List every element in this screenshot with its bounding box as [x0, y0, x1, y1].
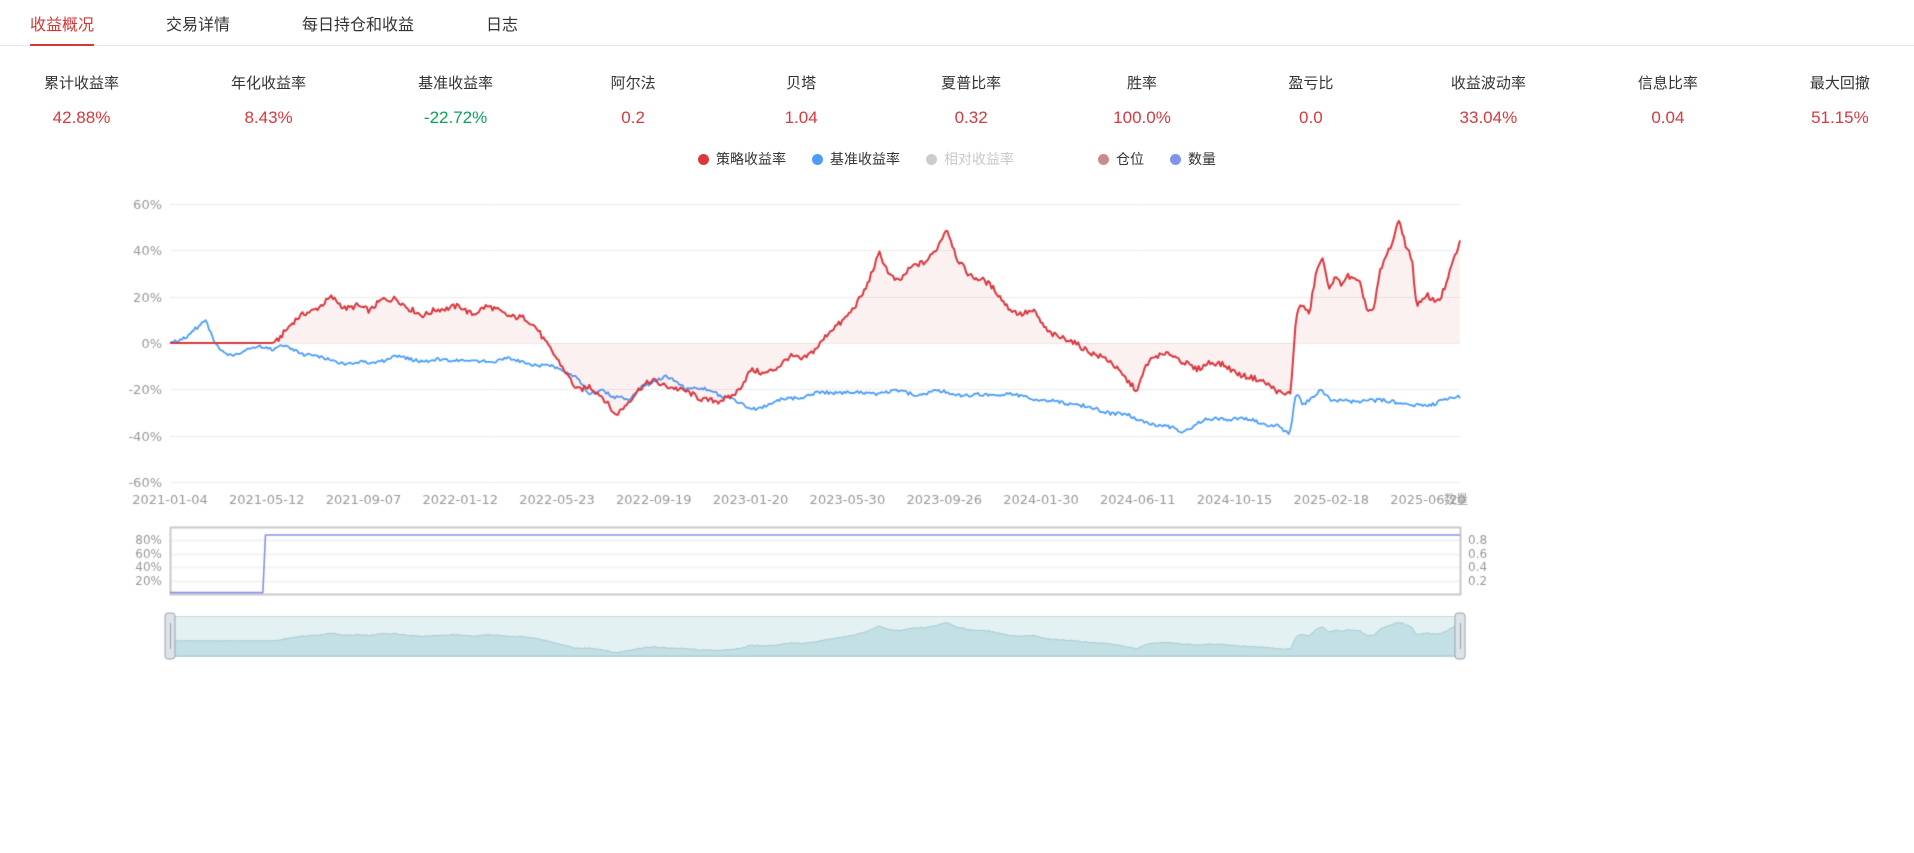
metric-label: 累计收益率	[44, 75, 120, 92]
metric-value: 0.2	[621, 108, 645, 127]
legend-dot-icon	[926, 153, 937, 165]
metric-label: 最大回撤	[1809, 75, 1870, 92]
metric-value: 100.0%	[1113, 108, 1171, 127]
legend-label: 相对收益率	[944, 151, 1014, 167]
metric-label: 基准收益率	[418, 75, 494, 92]
metric-value: -22.72%	[423, 108, 488, 127]
metric-label: 盈亏比	[1288, 75, 1334, 92]
metric-2: 基准收益率 -22.72%	[418, 72, 493, 128]
metric-3: 阿尔法 0.2	[605, 72, 661, 128]
legend-dot-icon	[1170, 153, 1181, 165]
metric-value: 42.88%	[52, 108, 111, 127]
legend-label: 基准收益率	[830, 151, 900, 167]
metric-4: 贝塔 1.04	[773, 72, 829, 128]
legend-label: 数量	[1188, 151, 1216, 167]
metric-8: 收益波动率 33.04%	[1451, 72, 1526, 128]
legend-item-1-0[interactable]: 仓位	[1098, 148, 1144, 170]
legend-label: 仓位	[1116, 151, 1144, 167]
tab-2[interactable]: 每日持仓和收益	[302, 16, 415, 34]
metric-label: 阿尔法	[610, 75, 656, 92]
legend-item-0-1[interactable]: 基准收益率	[812, 148, 900, 170]
legend-item-1-1[interactable]: 数量	[1170, 148, 1216, 170]
legend-item-0-0[interactable]: 策略收益率	[698, 148, 786, 170]
tab-3[interactable]: 日志	[486, 16, 519, 34]
metric-6: 胜率 100.0%	[1113, 72, 1171, 128]
tab-1[interactable]: 交易详情	[166, 16, 231, 34]
metric-value: 0.04	[1651, 108, 1685, 127]
metric-label: 收益波动率	[1450, 75, 1526, 92]
metric-label: 胜率	[1126, 75, 1157, 92]
chart-area	[0, 172, 1914, 672]
metric-value: 51.15%	[1811, 108, 1869, 127]
metric-label: 夏普比率	[941, 75, 1002, 92]
tab-0-active[interactable]: 收益概况	[30, 0, 95, 46]
metric-value: 33.04%	[1459, 108, 1518, 127]
metric-label: 年化收益率	[231, 75, 307, 92]
metric-label: 信息比率	[1637, 75, 1698, 92]
returns-chart-canvas[interactable]	[0, 172, 1914, 672]
metric-label: 贝塔	[786, 75, 817, 92]
metric-value: 8.43%	[244, 108, 293, 127]
metrics-row: 累计收益率 42.88% 年化收益率 8.43% 基准收益率 -22.72% 阿尔法 0.2 贝…	[0, 46, 1914, 132]
metric-0: 累计收益率 42.88%	[44, 72, 119, 128]
metric-value: 1.04	[784, 108, 818, 127]
metric-10: 最大回撤 51.15%	[1810, 72, 1870, 128]
legend-group-1: 仓位 数量	[1098, 148, 1216, 170]
metric-5: 夏普比率 0.32	[941, 72, 1001, 128]
tab-bar: 收益概况 交易详情 每日持仓和收益 日志	[0, 0, 1914, 46]
legend-item-0-2[interactable]: 相对收益率	[926, 148, 1014, 170]
metric-1: 年化收益率 8.43%	[231, 72, 306, 128]
legend-label: 策略收益率	[716, 151, 786, 167]
legend-dot-icon	[1098, 153, 1109, 165]
chart-legend: 策略收益率 基准收益率 相对收益率 仓位 数量	[0, 148, 1914, 170]
legend-dot-icon	[698, 153, 709, 165]
metric-value: 0.32	[954, 108, 988, 127]
metric-9: 信息比率 0.04	[1638, 72, 1698, 128]
legend-group-0: 策略收益率 基准收益率 相对收益率	[698, 148, 1014, 170]
metric-7: 盈亏比 0.0	[1283, 72, 1339, 128]
legend-dot-icon	[812, 153, 823, 165]
metric-value: 0.0	[1299, 108, 1323, 127]
